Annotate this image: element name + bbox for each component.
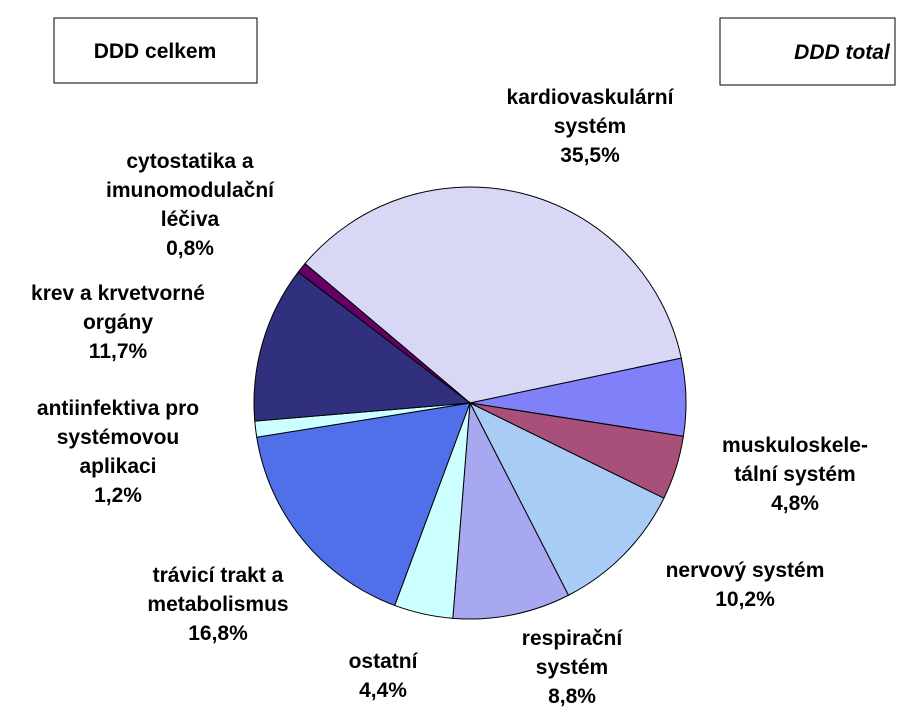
slice: [452, 401, 570, 620]
labels: kardiovaskulární systém 35,5% muskuloskele-…: [31, 86, 868, 708]
value-label: 10,2%: [715, 588, 775, 611]
value-label: 16,8%: [188, 622, 248, 645]
value-label: 11,7%: [89, 340, 148, 363]
slice-label: kardiovaskulární systém: [507, 86, 675, 138]
title-box: [53, 17, 258, 84]
slice: [468, 401, 665, 596]
value-label: 35,5%: [560, 144, 620, 167]
slice-label: cytostatika a imunomodulační léčiva: [106, 150, 275, 231]
slice: [256, 402, 471, 607]
subtitle-box: [719, 17, 896, 86]
value-label: 4,4%: [359, 679, 407, 702]
slice-label: respirační systém: [522, 627, 624, 679]
value-label: 8,8%: [548, 685, 596, 708]
slice-label: trávicí trakt a metabolismus: [147, 564, 288, 616]
pie: [253, 186, 687, 620]
slice-label: ostatní: [349, 650, 419, 673]
slice-label: antiinfektiva pro systémovou aplikaci: [37, 397, 199, 478]
slice-label: nervový systém: [666, 559, 825, 582]
value-label: 0,8%: [166, 237, 214, 260]
slice: [304, 186, 682, 404]
slice-label: krev a krvetvorné orgány: [31, 282, 205, 334]
slice: [297, 262, 471, 404]
value-label: 4,8%: [771, 492, 819, 515]
slice-label: muskuloskele-tální systém: [722, 434, 868, 486]
value-label: 1,2%: [94, 484, 142, 507]
chart-title: DDD celkem: [94, 40, 217, 63]
slice: [253, 271, 472, 422]
chart-subtitle: DDD total: [794, 41, 891, 64]
